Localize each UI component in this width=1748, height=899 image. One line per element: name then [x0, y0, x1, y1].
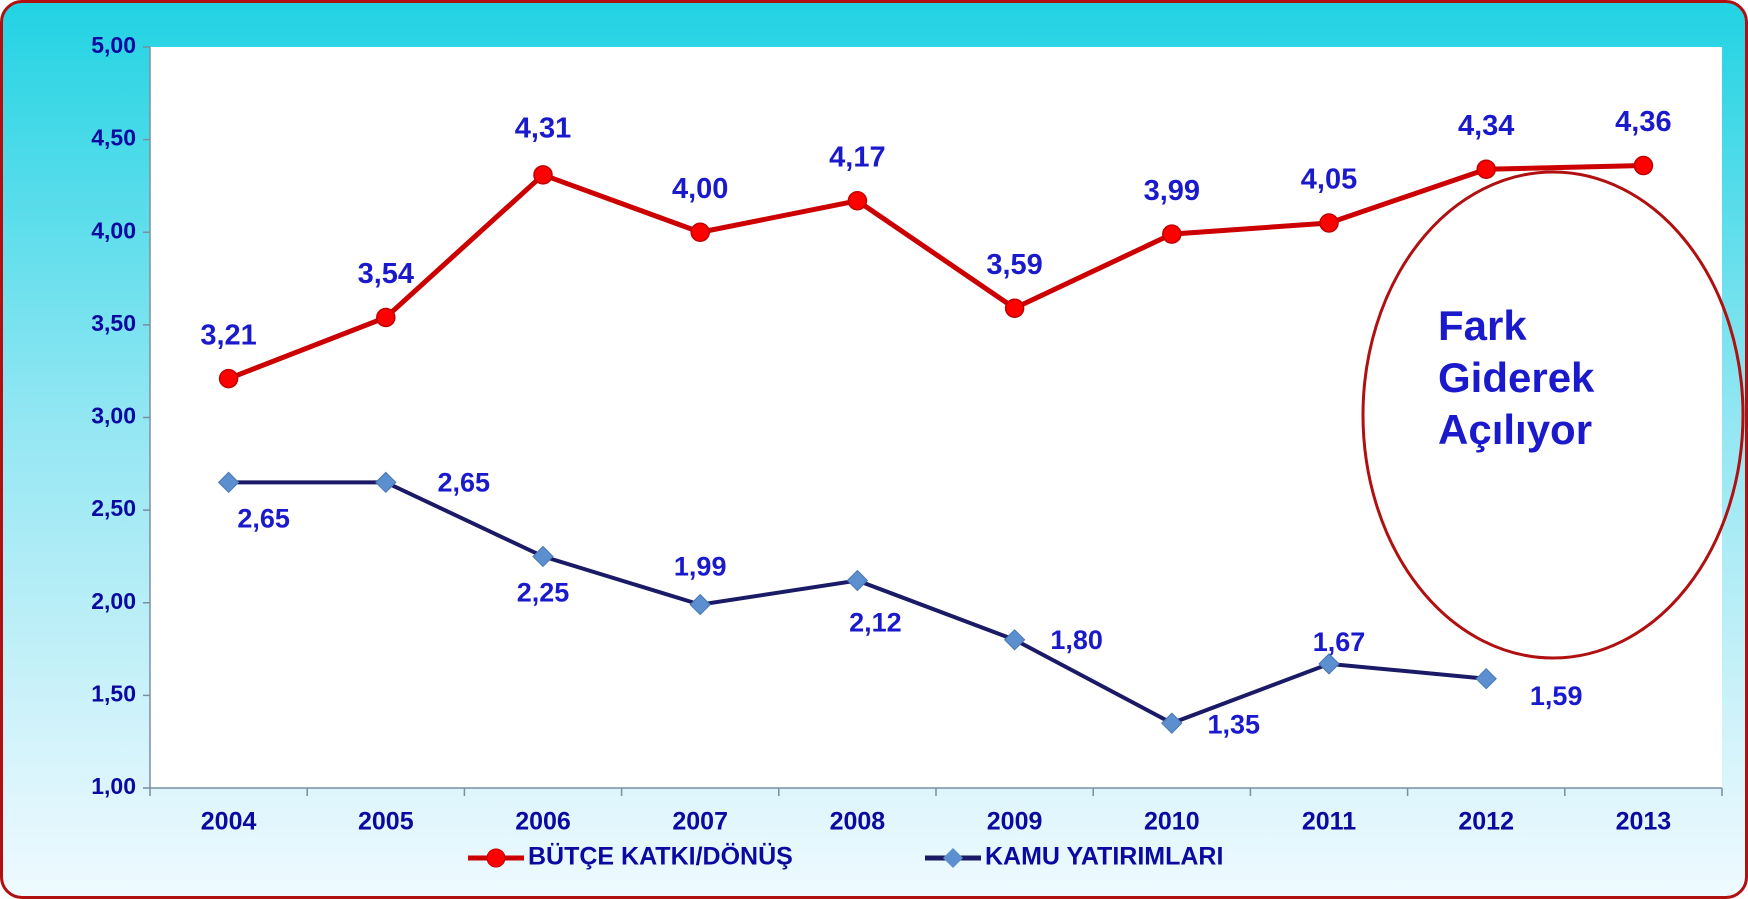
data-label: 3,21: [200, 319, 256, 351]
x-tick-label: 2007: [672, 808, 728, 836]
x-tick-label: 2009: [987, 808, 1043, 836]
y-tick-label: 3,00: [91, 403, 136, 429]
data-label: 3,54: [358, 258, 414, 290]
point: [1004, 298, 1025, 318]
point: [1633, 155, 1654, 176]
legend-label: BÜTÇE KATKI/DÖNÜŞ: [528, 842, 793, 871]
point: [218, 368, 239, 389]
data-label: 2,65: [438, 467, 491, 497]
y-tick-label: 3,50: [91, 310, 136, 336]
point: [847, 191, 868, 211]
point: [1319, 213, 1339, 233]
point: [1475, 667, 1497, 690]
point: [689, 593, 711, 616]
data-label: 1,35: [1208, 709, 1261, 739]
point: [376, 307, 396, 328]
data-label: 4,05: [1301, 164, 1357, 196]
x-tick-label: 2006: [515, 808, 571, 836]
x-tick-label: 2005: [358, 808, 414, 836]
legend-marker: [486, 848, 506, 868]
point: [846, 569, 869, 592]
data-label: 1,67: [1313, 627, 1366, 657]
y-tick-label: 4,50: [91, 125, 136, 151]
data-label: 3,99: [1144, 175, 1200, 207]
data-label: 4,34: [1458, 110, 1514, 142]
data-label: 2,25: [517, 578, 570, 608]
y-tick-label: 1,00: [91, 773, 136, 799]
data-label: 1,99: [674, 552, 727, 582]
point: [375, 471, 397, 494]
y-tick-label: 5,00: [91, 32, 136, 58]
y-tick-label: 1,50: [91, 680, 136, 706]
x-tick-label: 2011: [1302, 808, 1356, 836]
data-label: 1,80: [1050, 625, 1103, 655]
y-tick-label: 2,50: [91, 495, 136, 521]
point: [690, 222, 710, 242]
point: [1162, 224, 1182, 244]
point: [1318, 653, 1340, 675]
point: [532, 545, 554, 568]
point: [533, 165, 553, 185]
y-tick-label: 2,00: [91, 588, 136, 614]
annotation: Fark Giderek Açılıyor: [1438, 302, 1595, 453]
data-label: 2,65: [237, 503, 290, 533]
y-tick-label: 4,00: [91, 217, 136, 243]
point: [1003, 629, 1026, 651]
data-label: 1,59: [1530, 681, 1583, 711]
x-tick-label: 2013: [1616, 808, 1672, 836]
x-tick-label: 2012: [1458, 808, 1514, 836]
data-label: 3,59: [986, 249, 1042, 281]
x-tick-label: 2008: [830, 808, 886, 836]
data-label: 4,00: [672, 173, 728, 205]
series-line: [227, 163, 1644, 381]
plot-area: [150, 47, 1722, 788]
point: [1161, 712, 1183, 734]
point: [217, 471, 240, 494]
point: [1476, 159, 1496, 180]
data-label: 4,36: [1615, 106, 1671, 138]
data-label: 2,12: [849, 608, 902, 638]
data-label: 4,17: [829, 141, 885, 173]
data-label: 4,31: [515, 112, 571, 144]
x-tick-label: 2004: [201, 808, 257, 836]
legend-marker: [943, 848, 963, 868]
x-tick-label: 2010: [1144, 808, 1200, 836]
annotation-ellipse: [1361, 170, 1745, 660]
legend-label: KAMU YATIRIMLARI: [985, 843, 1223, 871]
